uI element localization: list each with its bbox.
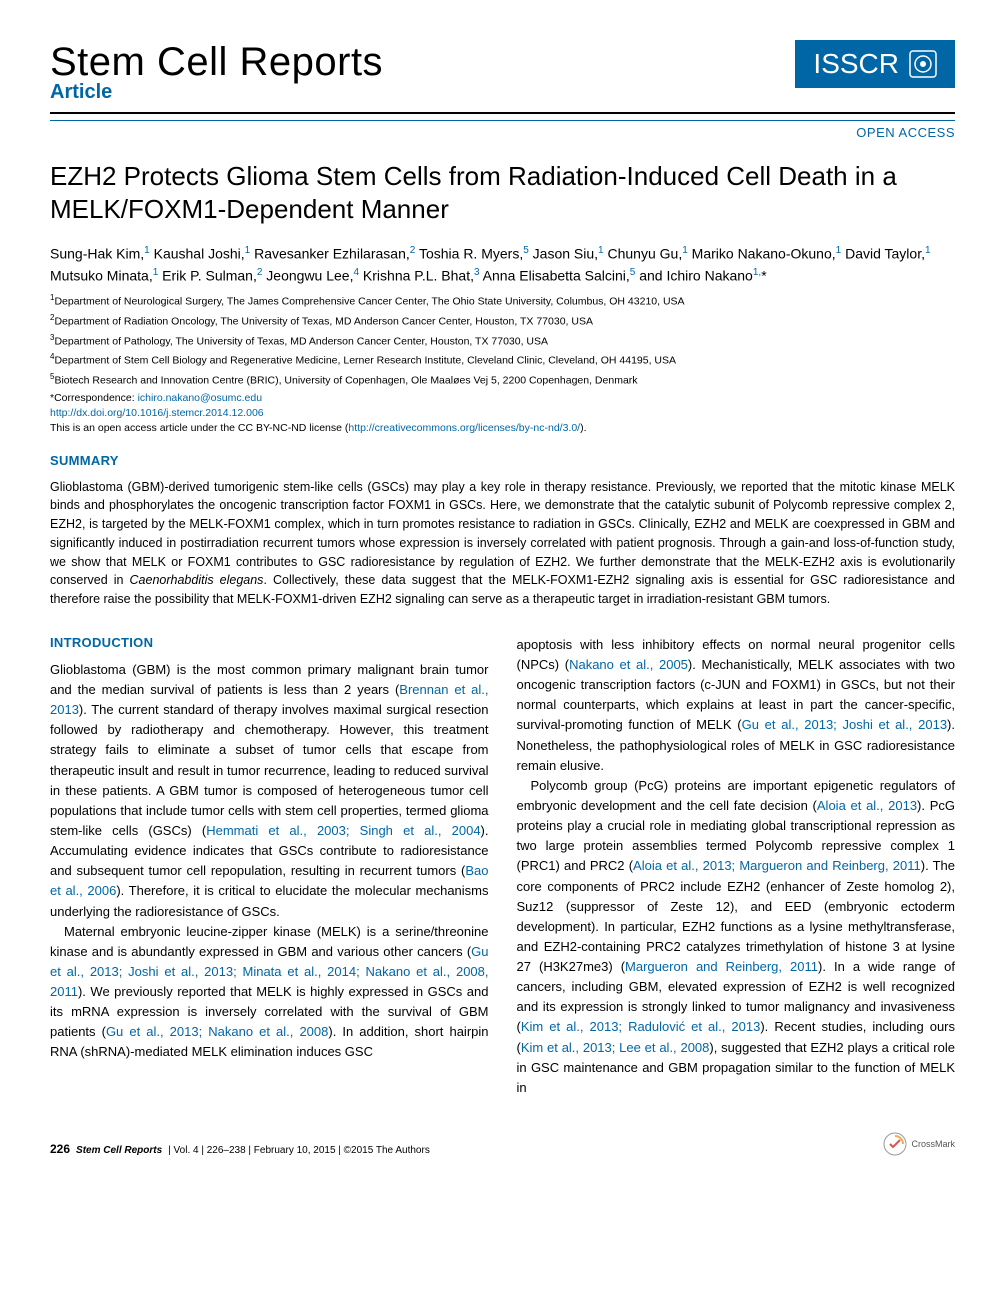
body-text-right: apoptosis with less inhibitory effects o…: [517, 635, 956, 1098]
journal-title-block: Stem Cell Reports Article: [50, 40, 383, 104]
affiliation: 5Biotech Research and Innovation Centre …: [50, 371, 955, 389]
license-suffix: ).: [580, 422, 586, 434]
correspondence-line: *Correspondence: ichiro.nakano@osumc.edu: [50, 391, 955, 406]
author-list: Sung-Hak Kim,1 Kaushal Joshi,1 Ravesanke…: [50, 243, 955, 286]
footer-left: 226 Stem Cell Reports | Vol. 4 | 226–238…: [50, 1142, 430, 1156]
left-column: INTRODUCTION Glioblastoma (GBM) is the m…: [50, 635, 489, 1098]
license-line: This is an open access article under the…: [50, 421, 955, 436]
license-prefix: This is an open access article under the…: [50, 422, 348, 434]
isscr-text: ISSCR: [813, 48, 899, 80]
footer-journal: Stem Cell Reports: [76, 1145, 162, 1156]
summary-text: Glioblastoma (GBM)-derived tumorigenic s…: [50, 478, 955, 609]
doi-link[interactable]: http://dx.doi.org/10.1016/j.stemcr.2014.…: [50, 407, 264, 419]
page-number: 226: [50, 1142, 70, 1156]
affiliation: 2Department of Radiation Oncology, The U…: [50, 312, 955, 330]
paragraph: apoptosis with less inhibitory effects o…: [517, 635, 956, 776]
paragraph: Maternal embryonic leucine-zipper kinase…: [50, 922, 489, 1063]
two-column-body: INTRODUCTION Glioblastoma (GBM) is the m…: [50, 635, 955, 1098]
isscr-badge: ISSCR: [795, 40, 955, 88]
page-footer: 226 Stem Cell Reports | Vol. 4 | 226–238…: [50, 1132, 955, 1156]
affiliation-list: 1Department of Neurological Surgery, The…: [50, 292, 955, 389]
doi-line: http://dx.doi.org/10.1016/j.stemcr.2014.…: [50, 406, 955, 421]
open-access-label: OPEN ACCESS: [50, 120, 955, 140]
affiliation: 3Department of Pathology, The University…: [50, 332, 955, 350]
introduction-heading: INTRODUCTION: [50, 635, 489, 650]
footer-meta: | Vol. 4 | 226–238 | February 10, 2015 |…: [168, 1145, 430, 1156]
body-text-left: Glioblastoma (GBM) is the most common pr…: [50, 660, 489, 1063]
affiliation: 1Department of Neurological Surgery, The…: [50, 292, 955, 310]
journal-header: Stem Cell Reports Article ISSCR: [50, 40, 955, 114]
isscr-logo-icon: [909, 50, 937, 78]
paragraph: Polycomb group (PcG) proteins are import…: [517, 776, 956, 1098]
crossmark-badge[interactable]: CrossMark: [883, 1132, 955, 1156]
right-column: apoptosis with less inhibitory effects o…: [517, 635, 956, 1098]
paper-title: EZH2 Protects Glioma Stem Cells from Rad…: [50, 160, 955, 225]
journal-title: Stem Cell Reports: [50, 40, 383, 85]
correspondence-label: *Correspondence:: [50, 392, 138, 404]
crossmark-label: CrossMark: [911, 1139, 955, 1149]
paragraph: Glioblastoma (GBM) is the most common pr…: [50, 660, 489, 922]
affiliation: 4Department of Stem Cell Biology and Reg…: [50, 351, 955, 369]
correspondence-email[interactable]: ichiro.nakano@osumc.edu: [138, 392, 262, 404]
summary-heading: SUMMARY: [50, 453, 955, 468]
crossmark-icon: [883, 1132, 907, 1156]
license-link[interactable]: http://creativecommons.org/licenses/by-n…: [348, 422, 580, 434]
